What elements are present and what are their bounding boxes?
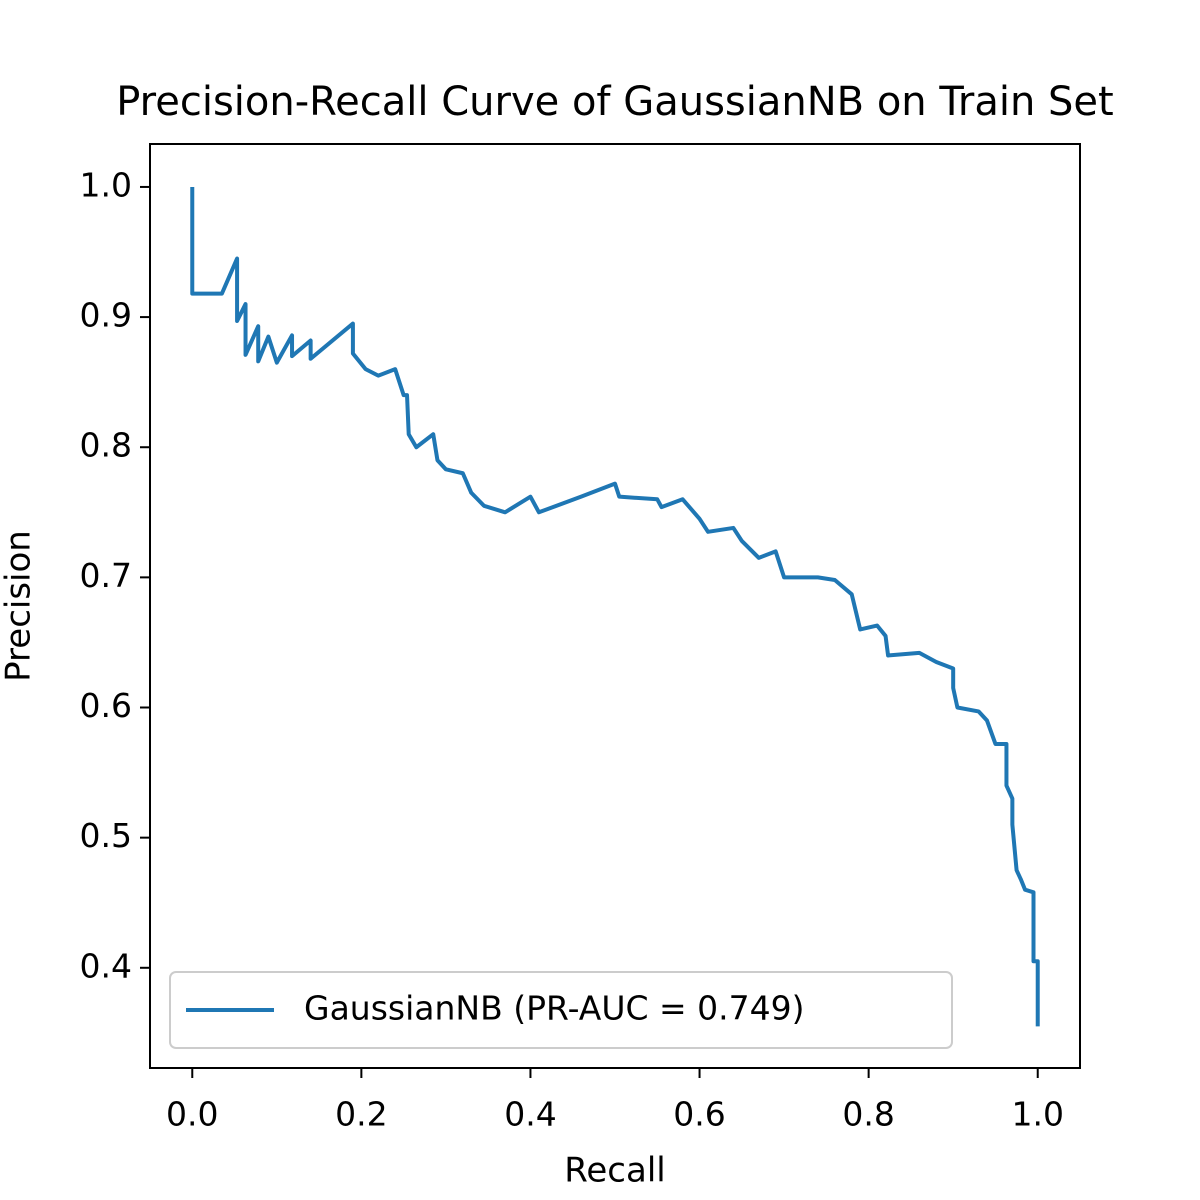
y-tick-label: 0.8	[80, 426, 132, 465]
y-tick-label: 0.9	[80, 296, 132, 335]
plot-frame	[149, 143, 1081, 1069]
x-tick-label: 1.0	[1011, 1095, 1063, 1134]
x-tick-label: 0.6	[673, 1095, 725, 1134]
chart-title: Precision-Recall Curve of GaussianNB on …	[116, 79, 1113, 125]
x-axis-label: Recall	[564, 1151, 665, 1191]
x-tick-label: 0.8	[842, 1095, 894, 1134]
y-tick-label: 0.7	[80, 556, 132, 595]
y-tick-label: 1.0	[80, 165, 132, 204]
pr-curve	[190, 186, 1040, 1027]
legend-box	[169, 971, 953, 1049]
y-axis-label: Precision	[0, 530, 39, 682]
x-tick-label: 0.2	[335, 1095, 387, 1134]
y-tick-label: 0.4	[80, 946, 132, 985]
y-tick-label: 0.6	[80, 686, 132, 725]
x-tick-label: 0.4	[504, 1095, 556, 1134]
legend-label: GaussianNB (PR-AUC = 0.749)	[304, 989, 805, 1028]
x-tick-label: 0.0	[166, 1095, 218, 1134]
y-tick-label: 0.5	[80, 816, 132, 855]
